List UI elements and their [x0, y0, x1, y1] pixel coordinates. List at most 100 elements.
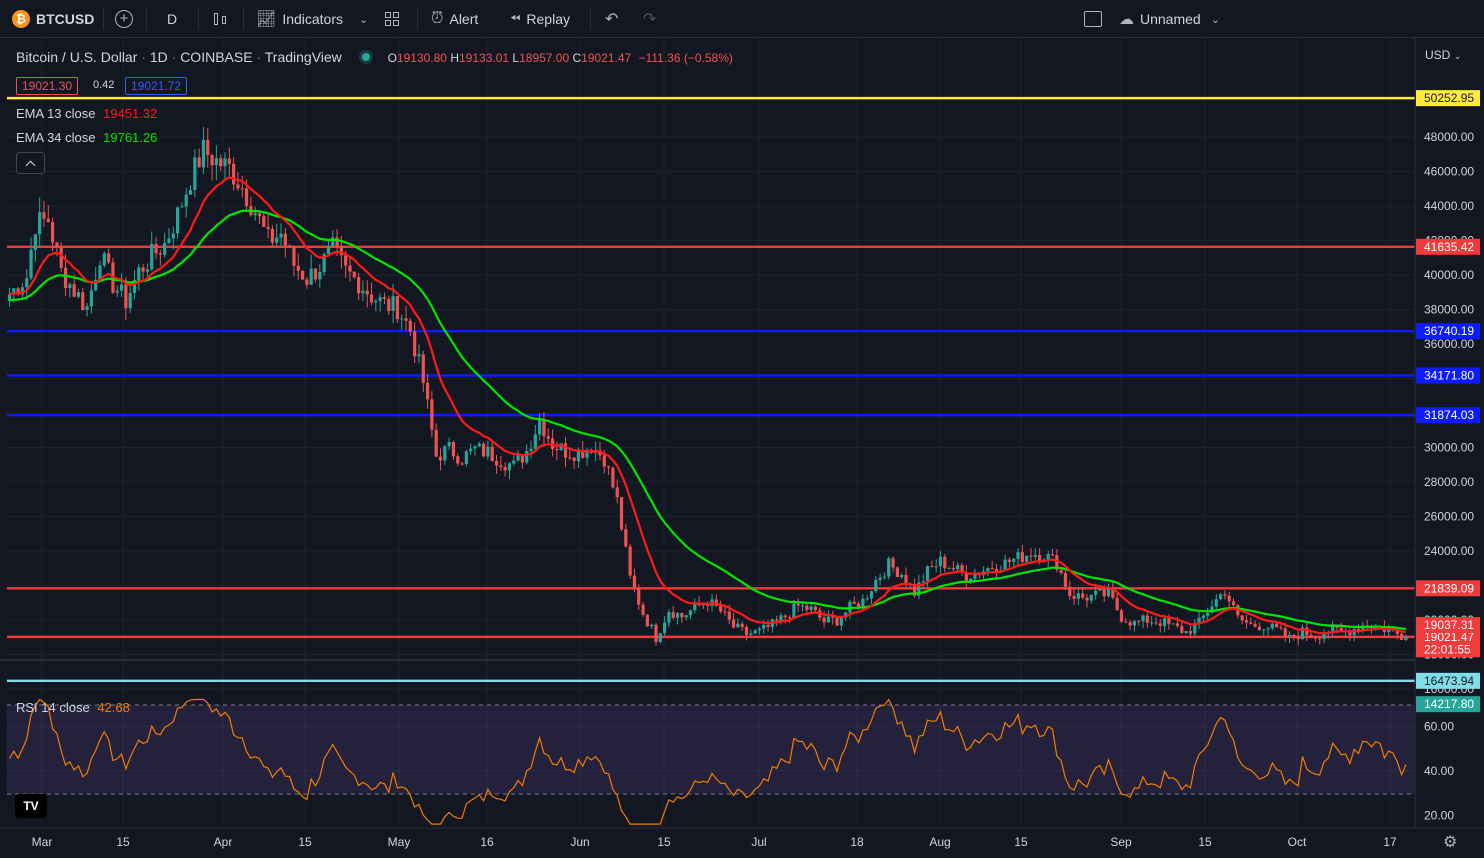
buy-price: 19021.72 — [131, 79, 182, 93]
candle-body — [719, 605, 723, 612]
candle-body — [460, 463, 464, 465]
candle — [275, 223, 279, 247]
candle-body — [451, 442, 456, 457]
candle — [210, 153, 214, 181]
candle — [119, 273, 124, 297]
candle — [240, 175, 244, 198]
candle-body — [1068, 586, 1072, 597]
rsi-legend[interactable]: RSI 14 close 42.68 — [16, 700, 130, 715]
svg-text:50252.95: 50252.95 — [1424, 91, 1474, 105]
candle-body — [163, 242, 167, 255]
indicators-dropdown[interactable]: ⌄ — [359, 0, 368, 38]
candle — [331, 230, 335, 247]
alert-button[interactable]: ⏰︎ Alert — [431, 0, 478, 38]
candle-body — [257, 213, 262, 217]
undo-button[interactable]: ↶ — [605, 0, 618, 38]
redo-button[interactable]: ↷ — [643, 0, 656, 38]
candle-body — [1020, 552, 1024, 562]
chart-settings-button[interactable]: ⚙︎ — [1443, 832, 1457, 852]
ema13-legend[interactable]: EMA 13 close 19451.32 — [16, 106, 157, 121]
rsi-tick-label: 40.00 — [1424, 764, 1454, 778]
candle-body — [55, 242, 59, 248]
candle-body — [1137, 620, 1141, 622]
candle — [874, 576, 878, 593]
sell-price-button[interactable]: 19021.30 — [16, 77, 79, 95]
chevron-down-icon: ⌄ — [1210, 13, 1220, 26]
layout-button[interactable] — [385, 0, 399, 38]
candle-body — [1279, 627, 1283, 629]
price-chart[interactable]: 48000.0046000.0044000.0042000.0040000.00… — [0, 38, 1484, 858]
candle-body — [197, 157, 201, 168]
candle — [775, 615, 779, 627]
candle — [861, 594, 865, 612]
candle — [89, 283, 93, 314]
buy-price-button[interactable]: 19021.72 — [125, 77, 188, 95]
candle — [1253, 620, 1257, 628]
candle-body — [1115, 597, 1119, 611]
symbol-search[interactable]: ₿ BTCUSD — [12, 0, 94, 38]
candle — [25, 268, 29, 301]
currency-selector[interactable]: USD ⌄ — [1425, 48, 1461, 62]
candle-body — [223, 158, 227, 167]
alert-label: Alert — [449, 11, 479, 27]
candle-body — [973, 573, 977, 579]
tradingview-logo[interactable]: TV — [15, 794, 47, 818]
candle-body — [469, 448, 473, 452]
candle — [357, 272, 361, 301]
bitcoin-icon: ₿ — [12, 10, 30, 28]
layout-name-button[interactable]: ☁︎ Unnamed ⌄ — [1119, 0, 1220, 38]
candle-body — [1240, 615, 1244, 621]
open-value: 19130.80 — [396, 51, 447, 65]
candle-body — [1085, 597, 1089, 601]
candle-body — [1033, 554, 1037, 557]
replay-button[interactable]: ⏪︎ Replay — [510, 0, 570, 38]
candle-body — [292, 245, 296, 266]
candle — [175, 206, 180, 240]
candle — [374, 298, 378, 312]
candle-body — [344, 255, 348, 266]
candle-body — [1098, 589, 1102, 591]
candle — [1128, 620, 1132, 631]
candle-body — [391, 296, 395, 311]
interval-button[interactable]: D — [167, 0, 177, 38]
candle-body — [119, 284, 124, 291]
candle-body — [473, 446, 477, 449]
price-tick-label: 48000.00 — [1424, 130, 1474, 144]
fullscreen-button[interactable] — [1084, 0, 1102, 38]
candle-body — [124, 284, 128, 309]
candle — [29, 237, 33, 281]
candle — [731, 613, 736, 629]
candle-body — [72, 284, 76, 297]
grid-icon — [385, 12, 399, 26]
candle-body — [499, 465, 503, 467]
candle — [85, 303, 89, 317]
time-tick-label: Mar — [32, 835, 53, 849]
indicators-button[interactable]: 📈︎ Indicators — [256, 0, 343, 38]
candle-body — [150, 243, 154, 270]
compare-button[interactable]: + — [115, 0, 133, 38]
candle-body — [296, 265, 300, 271]
candle — [960, 562, 964, 576]
candle — [895, 566, 899, 578]
candle-body — [1106, 588, 1111, 597]
candle-body — [1244, 620, 1249, 623]
interval-label: D — [167, 11, 178, 27]
ema34-legend[interactable]: EMA 34 close 19761.26 — [16, 130, 157, 145]
candle-body — [188, 189, 193, 195]
candle-body — [1300, 627, 1305, 640]
candle-body — [727, 611, 731, 620]
candle — [671, 605, 675, 620]
candle-body — [1283, 628, 1287, 637]
chart-type-button[interactable] — [211, 0, 229, 38]
collapse-legend-button[interactable] — [16, 152, 45, 174]
candle — [1231, 597, 1236, 608]
candle — [512, 455, 516, 467]
candle — [309, 254, 313, 285]
candle — [809, 604, 813, 614]
candle — [611, 466, 615, 489]
candle — [486, 440, 490, 460]
svg-text:31874.03: 31874.03 — [1424, 408, 1474, 422]
candle — [675, 611, 680, 625]
candle — [115, 285, 119, 297]
candle — [546, 428, 550, 443]
